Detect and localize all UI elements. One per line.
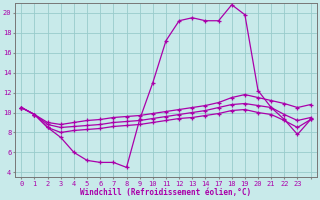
X-axis label: Windchill (Refroidissement éolien,°C): Windchill (Refroidissement éolien,°C): [80, 188, 252, 197]
